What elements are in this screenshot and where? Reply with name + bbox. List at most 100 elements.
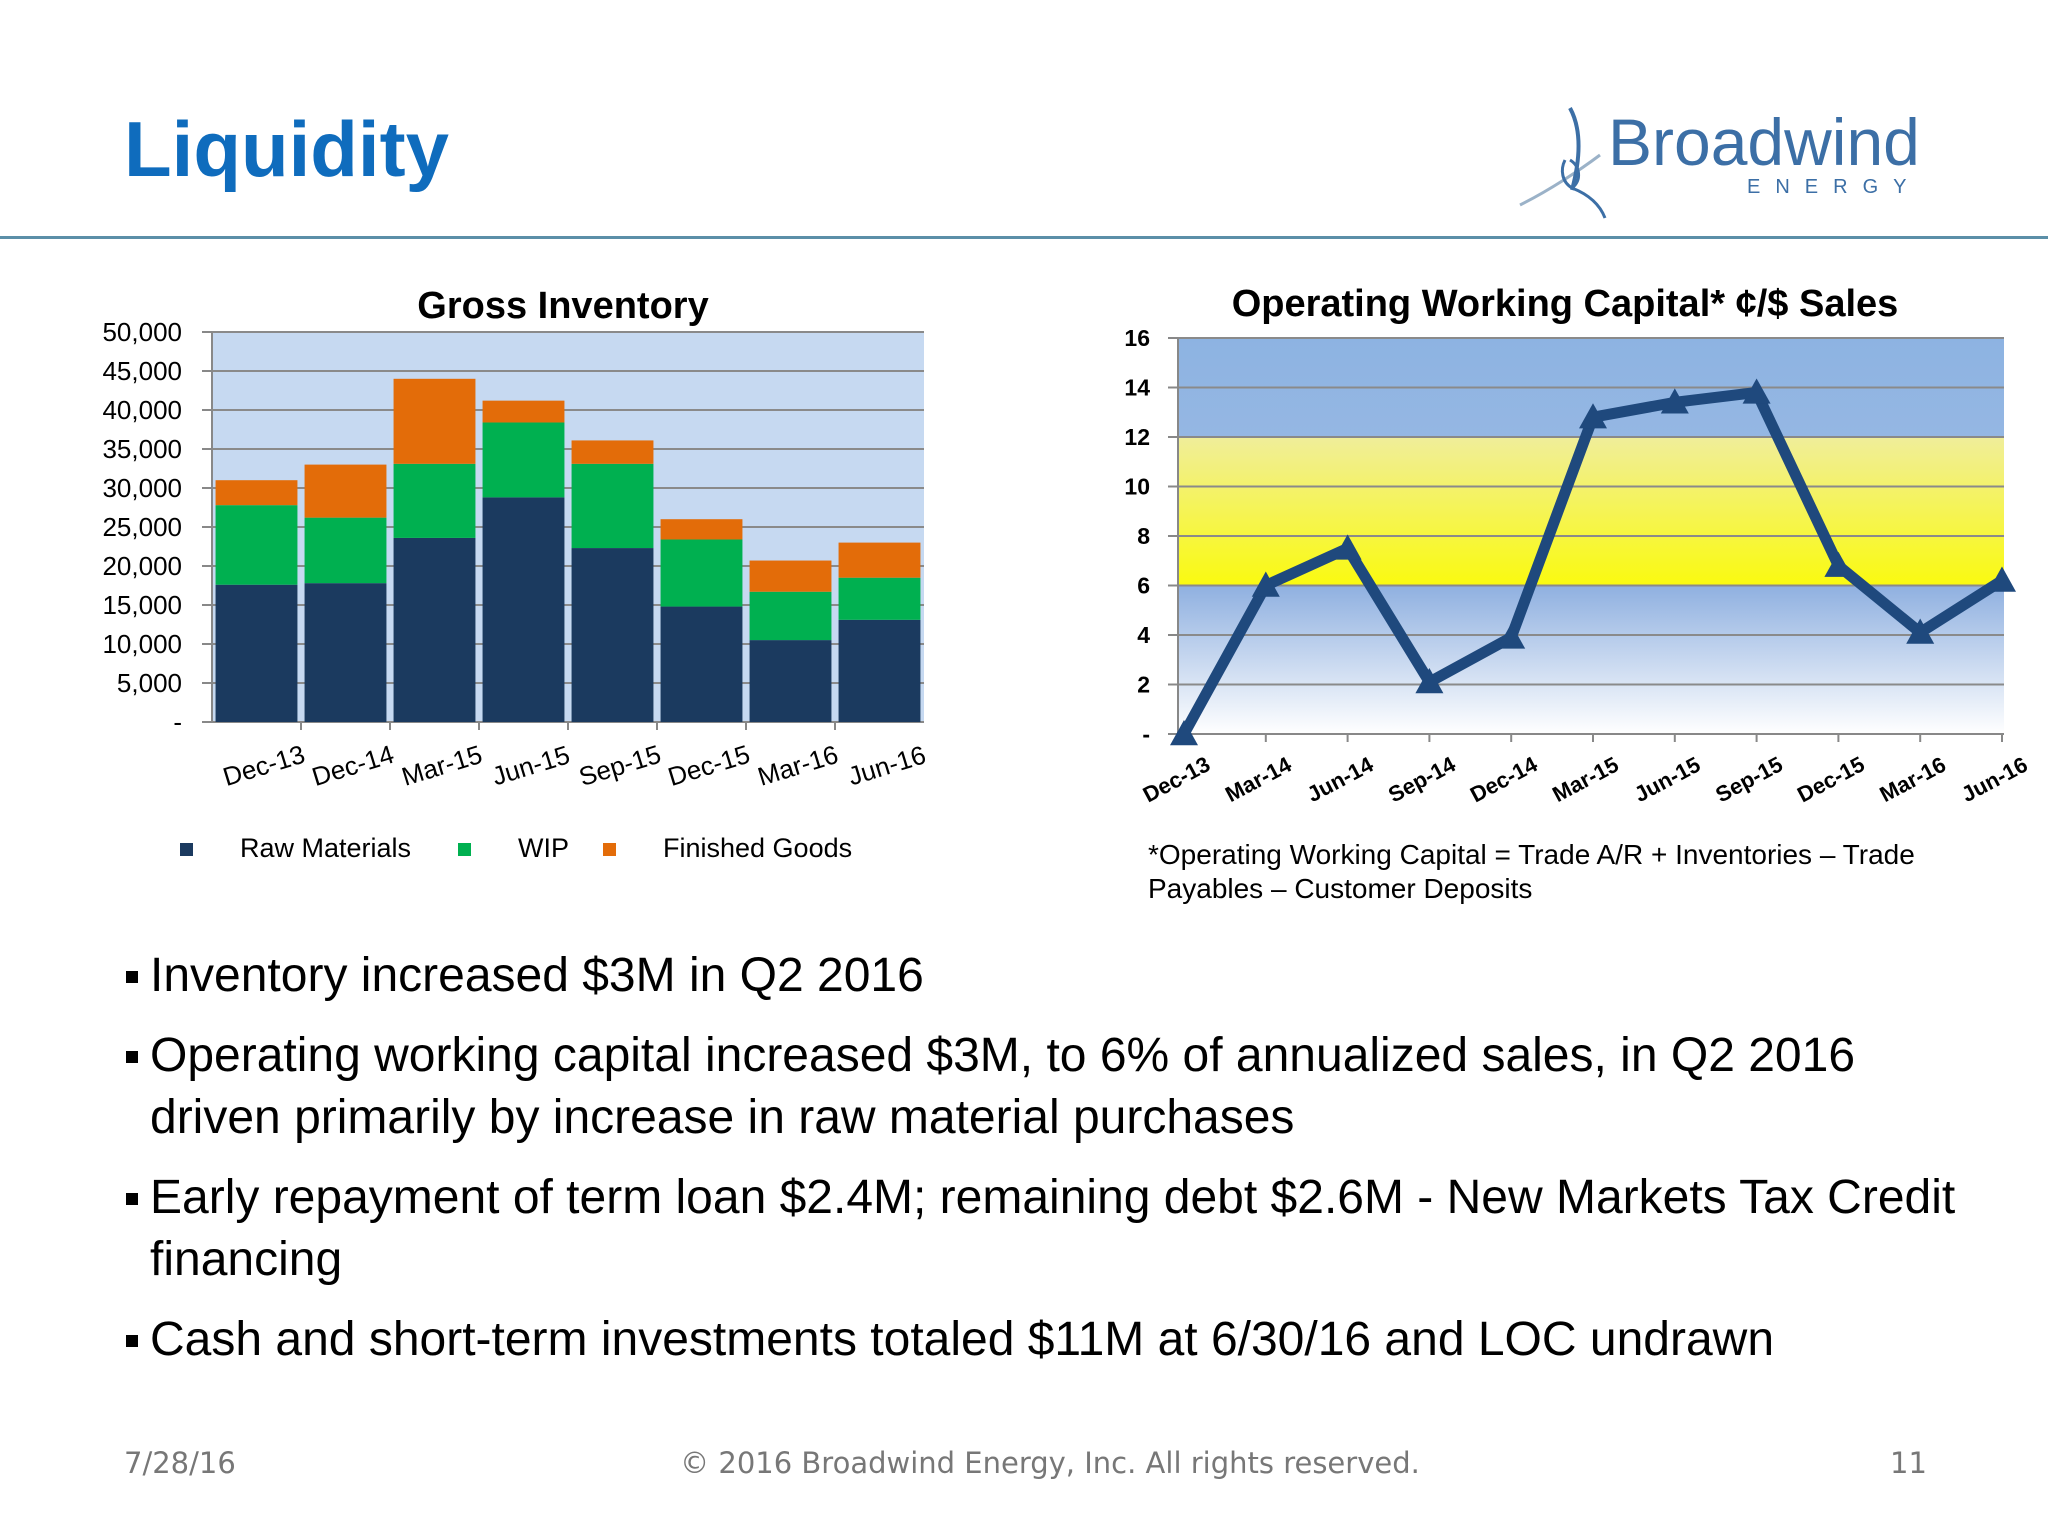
owc-data-point bbox=[1415, 668, 1444, 694]
bullet-text: Operating working capital increased $3M,… bbox=[150, 1029, 1856, 1144]
inv-bar-finished-goods bbox=[571, 440, 654, 464]
bullet-text: Cash and short-term investments totaled … bbox=[150, 1313, 1775, 1366]
bullet-marker bbox=[126, 1193, 138, 1205]
inv-y-tick-label: 45,000 bbox=[102, 356, 182, 386]
owc-y-tick-label: 6 bbox=[1137, 573, 1150, 599]
owc-y-tick-label: - bbox=[1142, 721, 1150, 747]
footer-date: 7/28/16 bbox=[124, 1446, 236, 1480]
inv-bar-raw-materials bbox=[393, 537, 476, 722]
inv-bar-finished-goods bbox=[838, 542, 921, 578]
inv-y-tick-label: 15,000 bbox=[102, 590, 182, 620]
inv-y-tick-label: 40,000 bbox=[102, 395, 182, 425]
wind-swirl-icon bbox=[1519, 107, 1607, 219]
operating-working-capital-chart: Operating Working Capital* ¢/$ Sales - 2 4… bbox=[1124, 283, 2031, 807]
bullet-list: Inventory increased $3M in Q2 2016 Opera… bbox=[124, 945, 1984, 1389]
bullet-marker bbox=[126, 971, 138, 983]
inv-x-tick-label: Mar-16 bbox=[754, 739, 842, 792]
owc-data-point bbox=[1824, 551, 1853, 577]
bullet-marker bbox=[126, 1335, 138, 1347]
inv-bar-wip bbox=[215, 505, 298, 585]
bullet-item: Early repayment of term loan $2.4M; rema… bbox=[124, 1167, 1984, 1291]
legend-swatch-raw-materials bbox=[180, 843, 193, 856]
owc-x-tick-label: Mar-14 bbox=[1221, 751, 1296, 807]
owc-y-tick-label: 12 bbox=[1124, 424, 1150, 450]
owc-footnote: *Operating Working Capital = Trade A/R +… bbox=[1148, 839, 1915, 904]
footer-copyright: © 2016 Broadwind Energy, Inc. All rights… bbox=[680, 1446, 1420, 1480]
header-divider bbox=[0, 236, 2048, 239]
inv-bar-finished-goods bbox=[304, 464, 387, 518]
inv-x-tick-label: Dec-13 bbox=[219, 739, 308, 792]
bullet-item: Cash and short-term investments totaled … bbox=[124, 1309, 1984, 1371]
legend-label: Finished Goods bbox=[663, 833, 852, 863]
owc-data-point bbox=[1579, 403, 1607, 429]
owc-data-point bbox=[1742, 378, 1771, 404]
inv-x-tick-label: Dec-15 bbox=[664, 739, 753, 792]
inv-x-tick-label: Jun-16 bbox=[844, 739, 929, 791]
owc-y-tick-label: 8 bbox=[1137, 523, 1150, 549]
owc-x-tick-label: Jun-14 bbox=[1303, 751, 1378, 807]
footer-page-number: 11 bbox=[1890, 1446, 1927, 1480]
inv-bar-finished-goods bbox=[749, 560, 832, 592]
logo-wordmark: Broadwind bbox=[1608, 105, 1920, 179]
gross-inventory-chart: Gross Inventory - 5,000 10,000 15,000 20,000… bbox=[102, 285, 929, 863]
inv-x-tick-label: Sep-15 bbox=[575, 739, 664, 792]
owc-x-tick-label: Dec-15 bbox=[1793, 751, 1868, 807]
owc-data-point bbox=[1497, 623, 1526, 649]
inv-bar-wip bbox=[571, 463, 654, 549]
bullet-item: Operating working capital increased $3M,… bbox=[124, 1025, 1984, 1149]
owc-y-tick-label: 4 bbox=[1137, 622, 1150, 648]
bullet-item: Inventory increased $3M in Q2 2016 bbox=[124, 945, 1984, 1007]
inv-y-tick-label: 25,000 bbox=[102, 512, 182, 542]
inv-x-tick-label: Dec-14 bbox=[308, 739, 397, 792]
inv-y-tick-label: - bbox=[173, 707, 182, 737]
owc-x-tick-label: Mar-16 bbox=[1876, 752, 1950, 807]
inv-x-tick-label: Jun-15 bbox=[488, 739, 573, 791]
inv-chart-title: Gross Inventory bbox=[417, 285, 708, 327]
owc-data-point bbox=[1251, 571, 1280, 597]
bullet-marker bbox=[126, 1051, 138, 1063]
inv-bar-raw-materials bbox=[749, 640, 832, 722]
inv-bar-wip bbox=[660, 539, 743, 607]
owc-y-tick-label: 2 bbox=[1137, 672, 1150, 698]
inv-bar-raw-materials bbox=[571, 548, 654, 722]
inv-bar-wip bbox=[838, 577, 921, 620]
owc-y-tick-label: 14 bbox=[1124, 375, 1150, 401]
owc-x-tick-label: Mar-15 bbox=[1548, 752, 1622, 807]
broadwind-logo: Broadwind ENERGY bbox=[1510, 100, 1930, 220]
owc-x-tick-label: Dec-14 bbox=[1466, 751, 1542, 807]
inv-bar-finished-goods bbox=[482, 400, 565, 423]
inv-bar-finished-goods bbox=[660, 519, 743, 540]
inv-y-tick-label: 10,000 bbox=[102, 629, 182, 659]
bullet-text: Early repayment of term loan $2.4M; rema… bbox=[150, 1171, 1956, 1286]
legend-swatch-finished-goods bbox=[603, 843, 616, 856]
inv-bar-wip bbox=[749, 591, 832, 641]
owc-data-point bbox=[1988, 566, 2016, 592]
owc-data-point bbox=[1906, 618, 1935, 644]
bullet-text: Inventory increased $3M in Q2 2016 bbox=[150, 949, 924, 1002]
legend-label: Raw Materials bbox=[240, 833, 411, 863]
owc-band-below-target bbox=[1178, 585, 2004, 734]
inv-y-tick-label: 20,000 bbox=[102, 551, 182, 581]
slide-title: Liquidity bbox=[124, 105, 449, 193]
legend-swatch-wip bbox=[458, 843, 471, 856]
inv-y-tick-label: 30,000 bbox=[102, 473, 182, 503]
inv-bar-raw-materials bbox=[304, 583, 387, 722]
inv-bar-wip bbox=[482, 422, 565, 498]
owc-data-point bbox=[1170, 720, 1198, 746]
inv-y-tick-label: 50,000 bbox=[102, 317, 182, 347]
inv-bar-finished-goods bbox=[215, 480, 298, 506]
owc-x-tick-label: Jun-16 bbox=[1957, 752, 2031, 807]
inv-y-tick-label: 5,000 bbox=[117, 668, 182, 698]
owc-x-tick-label: Dec-13 bbox=[1139, 751, 1214, 807]
owc-y-tick-label: 16 bbox=[1124, 325, 1150, 351]
inv-x-tick-label: Mar-15 bbox=[398, 739, 486, 792]
owc-x-tick-label: Sep-15 bbox=[1711, 751, 1786, 807]
owc-x-tick-label: Sep-14 bbox=[1384, 751, 1460, 807]
inv-bar-wip bbox=[393, 463, 476, 538]
owc-x-tick-label: Jun-15 bbox=[1630, 752, 1704, 807]
logo-subtitle: ENERGY bbox=[1747, 176, 1922, 198]
inv-bar-finished-goods bbox=[393, 378, 476, 464]
owc-data-point bbox=[1333, 534, 1362, 560]
owc-y-tick-label: 10 bbox=[1124, 474, 1150, 500]
inv-y-tick-label: 35,000 bbox=[102, 434, 182, 464]
